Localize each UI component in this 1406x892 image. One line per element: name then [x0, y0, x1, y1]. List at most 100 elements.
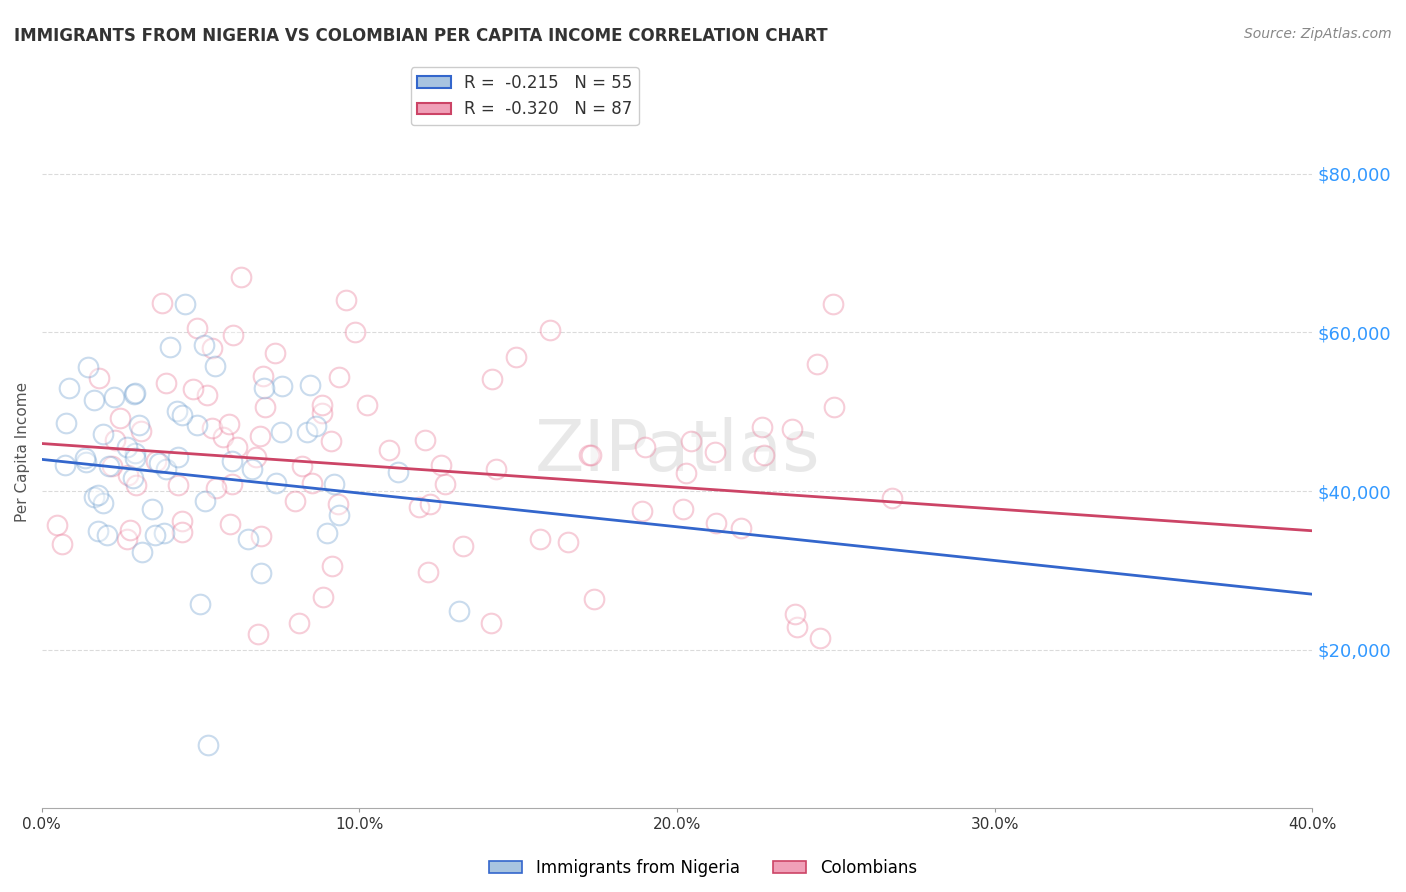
- Point: [316, 525, 339, 540]
- Point: [321, 559, 343, 574]
- Point: [806, 357, 828, 371]
- Point: [433, 476, 456, 491]
- Point: [200, 421, 222, 435]
- Point: [328, 370, 350, 384]
- Point: [212, 430, 235, 444]
- Point: [115, 532, 138, 546]
- Point: [387, 465, 409, 479]
- Point: [312, 590, 335, 604]
- Point: [291, 458, 314, 473]
- Point: [104, 433, 127, 447]
- Point: [672, 502, 695, 516]
- Point: [481, 372, 503, 386]
- Point: [103, 390, 125, 404]
- Text: ZIPatlas: ZIPatlas: [534, 417, 820, 486]
- Point: [117, 468, 139, 483]
- Point: [218, 417, 240, 431]
- Point: [263, 346, 285, 360]
- Point: [124, 446, 146, 460]
- Point: [148, 456, 170, 470]
- Point: [167, 478, 190, 492]
- Point: [186, 418, 208, 433]
- Point: [159, 340, 181, 354]
- Point: [108, 410, 131, 425]
- Point: [295, 425, 318, 439]
- Text: IMMIGRANTS FROM NIGERIA VS COLOMBIAN PER CAPITA INCOME CORRELATION CHART: IMMIGRANTS FROM NIGERIA VS COLOMBIAN PER…: [14, 27, 828, 45]
- Legend: Immigrants from Nigeria, Colombians: Immigrants from Nigeria, Colombians: [482, 853, 924, 884]
- Point: [195, 388, 218, 402]
- Point: [485, 462, 508, 476]
- Point: [780, 422, 803, 436]
- Point: [87, 524, 110, 539]
- Point: [633, 440, 655, 454]
- Point: [323, 476, 346, 491]
- Point: [172, 524, 194, 539]
- Point: [91, 427, 114, 442]
- Point: [122, 471, 145, 485]
- Point: [430, 458, 453, 472]
- Point: [145, 454, 167, 468]
- Point: [236, 532, 259, 546]
- Point: [301, 475, 323, 490]
- Point: [328, 508, 350, 523]
- Point: [408, 500, 430, 515]
- Point: [166, 450, 188, 465]
- Point: [172, 514, 194, 528]
- Point: [451, 539, 474, 553]
- Point: [83, 490, 105, 504]
- Point: [335, 293, 357, 307]
- Point: [505, 351, 527, 365]
- Text: Source: ZipAtlas.com: Source: ZipAtlas.com: [1244, 27, 1392, 41]
- Point: [419, 497, 441, 511]
- Point: [124, 386, 146, 401]
- Point: [252, 369, 274, 384]
- Point: [197, 738, 219, 752]
- Point: [221, 477, 243, 491]
- Point: [205, 482, 228, 496]
- Point: [298, 378, 321, 392]
- Point: [808, 631, 831, 645]
- Point: [76, 359, 98, 374]
- Point: [221, 454, 243, 468]
- Point: [538, 322, 561, 336]
- Point: [786, 619, 808, 633]
- Point: [53, 458, 76, 472]
- Point: [356, 398, 378, 412]
- Point: [188, 597, 211, 611]
- Point: [73, 451, 96, 466]
- Point: [118, 523, 141, 537]
- Point: [344, 325, 367, 339]
- Point: [155, 462, 177, 476]
- Point: [305, 419, 328, 434]
- Point: [413, 433, 436, 447]
- Point: [288, 615, 311, 630]
- Point: [101, 458, 124, 473]
- Point: [582, 591, 605, 606]
- Point: [730, 521, 752, 535]
- Point: [752, 448, 775, 462]
- Point: [143, 528, 166, 542]
- Point: [193, 338, 215, 352]
- Point: [83, 393, 105, 408]
- Point: [181, 382, 204, 396]
- Point: [225, 440, 247, 454]
- Point: [704, 516, 727, 531]
- Point: [87, 371, 110, 385]
- Point: [96, 528, 118, 542]
- Point: [284, 494, 307, 508]
- Point: [58, 381, 80, 395]
- Legend: R =  -0.215   N = 55, R =  -0.320   N = 87: R = -0.215 N = 55, R = -0.320 N = 87: [411, 67, 638, 125]
- Point: [219, 516, 242, 531]
- Point: [247, 626, 270, 640]
- Point: [882, 491, 904, 505]
- Point: [529, 532, 551, 546]
- Point: [253, 400, 276, 414]
- Point: [174, 297, 197, 311]
- Point: [141, 502, 163, 516]
- Point: [578, 448, 600, 462]
- Point: [249, 428, 271, 442]
- Point: [253, 381, 276, 395]
- Point: [125, 478, 148, 492]
- Point: [124, 450, 146, 465]
- Point: [326, 497, 349, 511]
